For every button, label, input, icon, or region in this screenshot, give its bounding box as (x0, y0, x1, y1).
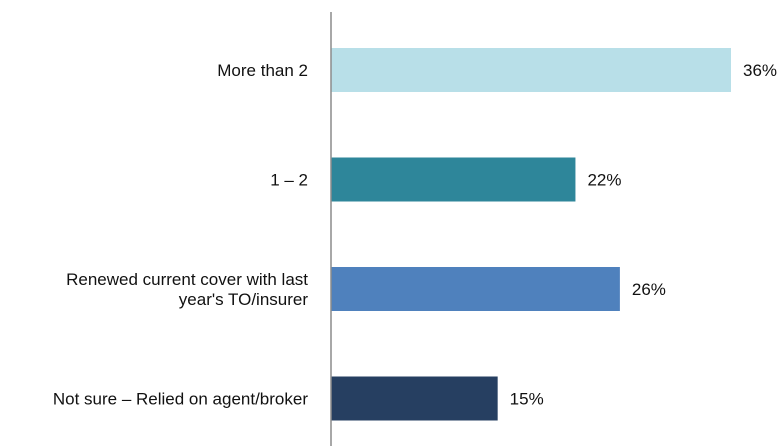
category-label-2-line-1: year's TO/insurer (179, 290, 309, 309)
bar-1 (331, 157, 576, 202)
bar-2 (331, 267, 620, 311)
category-label-1: 1 – 2 (270, 171, 308, 190)
category-label-3: Not sure – Relied on agent/broker (53, 390, 308, 409)
value-label-0: 36% (743, 61, 777, 80)
bars-layer (331, 48, 731, 421)
category-label-1-line-0: 1 – 2 (270, 171, 308, 190)
bar-0 (331, 48, 731, 92)
category-label-2: Renewed current cover with last year's TO… (66, 270, 308, 309)
category-label-2-line-0: Renewed current cover with last (66, 270, 308, 289)
labels-layer: 36% More than 2 22% 1 – 2 26% Renewed current… (53, 61, 777, 409)
value-label-2: 26% (632, 280, 666, 299)
value-label-1: 22% (587, 171, 621, 190)
bar-3 (331, 376, 498, 421)
value-label-3: 15% (510, 390, 544, 409)
category-label-3-line-0: Not sure – Relied on agent/broker (53, 390, 308, 409)
category-label-0: More than 2 (217, 61, 308, 80)
category-label-0-line-0: More than 2 (217, 61, 308, 80)
